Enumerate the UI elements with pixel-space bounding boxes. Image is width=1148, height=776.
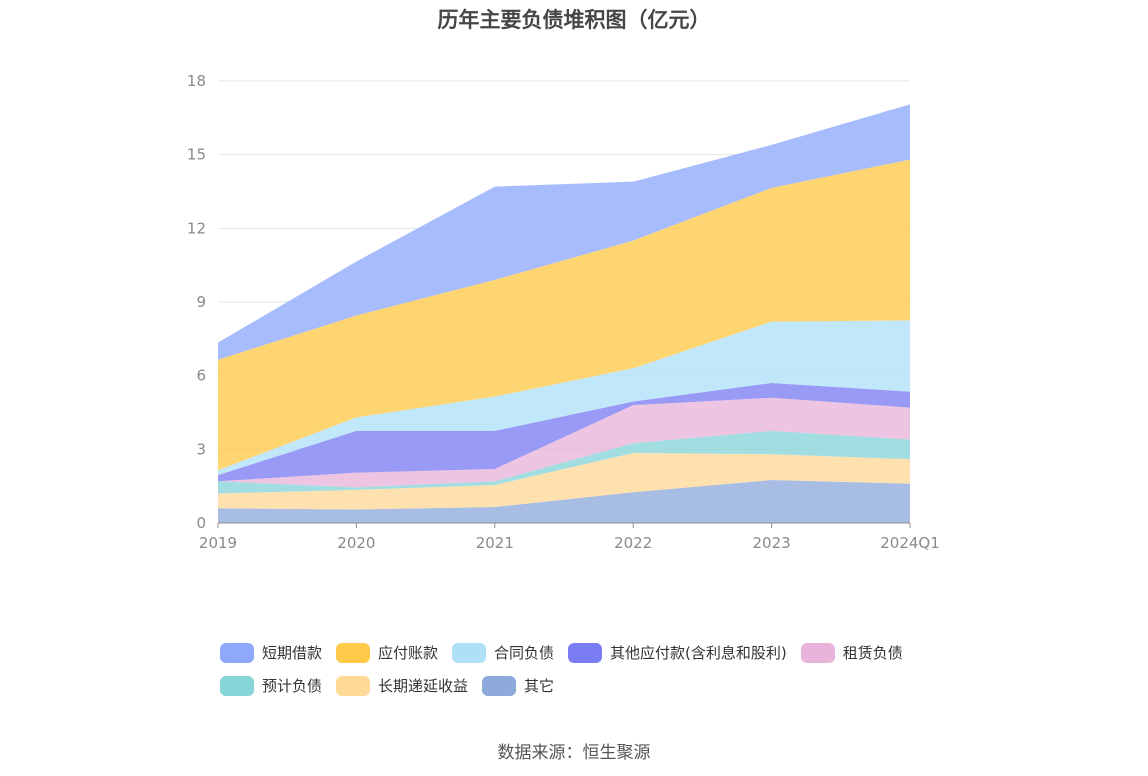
legend-item[interactable]: 其它 <box>482 675 554 696</box>
x-axis <box>217 522 911 528</box>
y-tick-label: 3 <box>196 440 206 458</box>
y-tick-label: 9 <box>196 293 206 311</box>
y-tick-label: 0 <box>196 514 206 532</box>
legend-item[interactable]: 应付账款 <box>336 642 438 663</box>
chart-title: 历年主要负债堆积图（亿元） <box>437 8 711 32</box>
legend-item[interactable]: 长期递延收益 <box>336 675 468 696</box>
y-tick-label: 6 <box>196 367 206 385</box>
x-tick-label: 2024Q1 <box>880 534 940 552</box>
y-tick-label: 12 <box>187 219 206 237</box>
x-tick-label: 2023 <box>753 534 791 552</box>
legend-swatch <box>482 675 517 696</box>
legend-swatch <box>336 675 371 696</box>
y-tick-label: 18 <box>187 72 206 90</box>
legend-swatch <box>800 642 835 663</box>
legend-label: 应付账款 <box>378 644 439 662</box>
area-series-2 <box>218 430 910 494</box>
area-series-3 <box>218 397 910 488</box>
legend-swatch <box>568 642 603 663</box>
source-note: 数据来源：恒生聚源 <box>497 743 651 763</box>
legend-label: 其他应付款(含利息和股利) <box>610 644 787 662</box>
area-series <box>218 104 910 523</box>
area-series-5 <box>218 320 910 476</box>
legend-swatch <box>452 642 487 663</box>
legend-label: 预计负债 <box>262 677 323 695</box>
legend-row: 短期借款 应付账款 合同负债 其他应付款(含利息和股利) 租赁负债 <box>220 636 960 669</box>
legend-item[interactable]: 租赁负债 <box>800 642 903 663</box>
x-tick-label: 2020 <box>337 534 375 552</box>
x-tick-label: 2022 <box>614 534 652 552</box>
y-tick-labels: 0 3 6 9 12 15 18 <box>187 72 206 532</box>
legend-item[interactable]: 预计负债 <box>220 675 322 696</box>
x-tick-label: 2019 <box>199 534 237 552</box>
x-tick-label: 2021 <box>476 534 514 552</box>
y-tick-label: 15 <box>187 146 206 164</box>
legend-label: 长期递延收益 <box>378 677 469 695</box>
legend-item[interactable]: 短期借款 <box>220 642 322 663</box>
legend-label: 合同负债 <box>494 644 555 662</box>
legend-item[interactable]: 其他应付款(含利息和股利) <box>568 642 787 663</box>
area-series-0 <box>218 480 910 523</box>
legend-label: 其它 <box>524 677 555 695</box>
legend-swatch <box>220 675 254 696</box>
legend: 短期借款 应付账款 合同负债 其他应付款(含利息和股利) 租赁负债 预计负债 长期递延收益… <box>220 636 960 702</box>
area-series-6 <box>218 159 910 471</box>
legend-label: 租赁负债 <box>842 644 903 662</box>
legend-swatch <box>220 642 254 663</box>
area-series-1 <box>218 453 910 510</box>
area-series-7 <box>218 104 910 360</box>
legend-label: 短期借款 <box>262 644 323 662</box>
area-series-4 <box>218 383 910 482</box>
legend-item[interactable]: 合同负债 <box>452 642 554 663</box>
legend-swatch <box>336 642 371 663</box>
legend-row: 预计负债 长期递延收益 其它 <box>220 669 960 702</box>
x-tick-labels: 2019 2020 2021 2022 2023 2024Q1 <box>199 534 940 552</box>
